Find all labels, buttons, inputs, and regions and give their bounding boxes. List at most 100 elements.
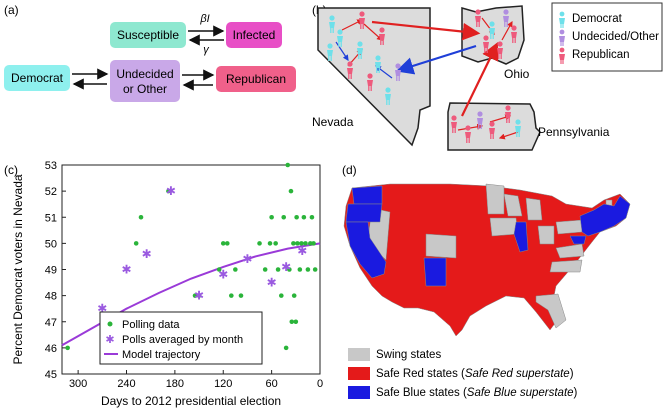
panel-c-label: (c) — [4, 163, 18, 177]
infected-box — [226, 22, 282, 48]
panel-c-chart: (c) 300 240 180 120 60 0 45 46 47 48 49 50 51 52 53 ✱ ✱… — [4, 160, 323, 408]
panel-a-diagram: (a) Susceptible Infected βI γ Democrat U… — [4, 3, 296, 102]
y-tick-label: 46 — [45, 343, 57, 355]
swing-michigan — [525, 197, 543, 221]
x-tick-label: 240 — [117, 378, 135, 390]
panel-b-diagram: (b) Nevada Ohio Pennsylvania — [312, 2, 663, 151]
blue-newmexico — [423, 257, 447, 287]
panel-b-legend-box — [551, 2, 663, 72]
voter-figure — [489, 21, 495, 39]
map-legend-swatch — [348, 348, 370, 361]
polling-point — [309, 214, 315, 220]
map-legend-label: Safe Red states (Safe Red superstate) — [376, 368, 574, 380]
voter-figure — [511, 25, 517, 43]
voter-figure — [359, 11, 365, 29]
polling-point — [220, 241, 226, 246]
x-tick-label: 60 — [266, 378, 278, 390]
susceptible-box — [110, 22, 186, 48]
polling-point — [273, 241, 278, 246]
voter-figure — [337, 29, 343, 47]
swing-pennsylvania — [555, 219, 583, 235]
voter-figure — [451, 115, 457, 133]
chart-legend-label: Polls averaged by month — [122, 334, 243, 346]
y-tick-label: 52 — [45, 186, 57, 198]
undecided-box — [110, 60, 180, 102]
polling-point — [281, 214, 287, 220]
blue-maryland — [569, 235, 587, 245]
polling-point — [303, 241, 308, 246]
polling-point — [305, 267, 311, 272]
voter-figures — [327, 9, 521, 143]
pennsylvania-shape — [447, 102, 541, 151]
legend-label: Republican — [572, 49, 630, 61]
voter-figure — [367, 73, 373, 91]
polling-point — [275, 267, 281, 272]
y-tick-label: 50 — [45, 238, 57, 250]
legend-label: Undecided/Other — [572, 31, 659, 43]
monthly-average-point: ✱ — [194, 289, 204, 303]
polling-point — [229, 293, 234, 298]
polling-point — [196, 293, 202, 298]
x-tick-label: 300 — [69, 378, 87, 390]
blue-washington — [351, 185, 383, 205]
polling-point — [138, 214, 144, 220]
republican-label: Republican — [226, 72, 286, 86]
y-tick-label: 49 — [45, 265, 57, 277]
polling-point — [311, 241, 316, 246]
polling-point — [289, 319, 295, 325]
voter-figure — [395, 63, 401, 81]
panel-b: (b) Nevada Ohio Pennsylvania — [300, 0, 664, 160]
x-tick-label: 120 — [214, 378, 232, 390]
y-tick-label: 51 — [45, 212, 57, 224]
polling-point — [279, 293, 284, 298]
voter-figure — [375, 55, 381, 73]
voter-figure — [347, 61, 353, 79]
panel-c: (c) 300 240 180 120 60 0 45 46 47 48 49 50 51 52 53 ✱ ✱… — [0, 160, 330, 412]
nevada-to-ohio-arrow — [371, 20, 481, 41]
panel-b-legend: Democrat Undecided/Other Republican — [559, 11, 659, 64]
chart-legend-label: Polling data — [122, 319, 180, 331]
legend-figure-icon — [559, 47, 565, 64]
map-legend-label: Safe Blue states (Safe Blue superstate) — [376, 387, 578, 399]
y-axis-label: Percent Democrat voters in Nevada — [11, 174, 25, 364]
y-tick-label: 47 — [45, 317, 57, 329]
swing-virginia — [555, 243, 585, 259]
polling-point — [166, 188, 171, 194]
democrat-label: Democrat — [11, 71, 64, 85]
undecided-label-2: or Other — [123, 82, 167, 96]
monthly-average-point: ✱ — [142, 247, 152, 261]
voter-figure — [503, 9, 509, 27]
voter-figure — [475, 9, 481, 27]
polling-point — [295, 241, 300, 246]
gamma-label: γ — [203, 44, 210, 56]
beta-label: βI — [199, 13, 209, 25]
polling-point — [308, 241, 313, 246]
map-legend-label: Swing states — [376, 349, 441, 361]
y-tick-label: 48 — [45, 291, 57, 303]
y-tick-label: 45 — [45, 369, 57, 381]
pennsylvania-label: Pennsylvania — [538, 125, 610, 139]
blue-northeast — [579, 195, 631, 237]
voter-figure — [497, 41, 503, 59]
ohio-label: Ohio — [504, 67, 530, 81]
polling-point — [269, 214, 274, 220]
monthly-average-point: ✱ — [97, 302, 107, 316]
panel-d: (d) Swing states Safe Red — [330, 160, 664, 412]
chart-legend-box — [99, 311, 263, 365]
polling-point — [133, 241, 139, 246]
pennsylvania-to-ohio-arrow — [461, 42, 499, 117]
voter-figure — [489, 121, 495, 139]
monthly-average-point: ✱ — [242, 252, 252, 266]
voter-figure — [477, 111, 483, 129]
chart-legend-label: Model trajectory — [122, 349, 201, 361]
polling-point — [288, 188, 294, 194]
polling-point — [224, 241, 230, 246]
panel-d-label: (d) — [342, 163, 357, 177]
us-outline — [343, 183, 631, 337]
monthly-average-point: ✱ — [267, 276, 277, 290]
y-tick-label: 53 — [45, 160, 57, 172]
swing-colorado — [425, 233, 457, 259]
polling-point — [233, 267, 238, 272]
blue-illinois — [513, 221, 529, 253]
voter-figure — [327, 43, 333, 61]
